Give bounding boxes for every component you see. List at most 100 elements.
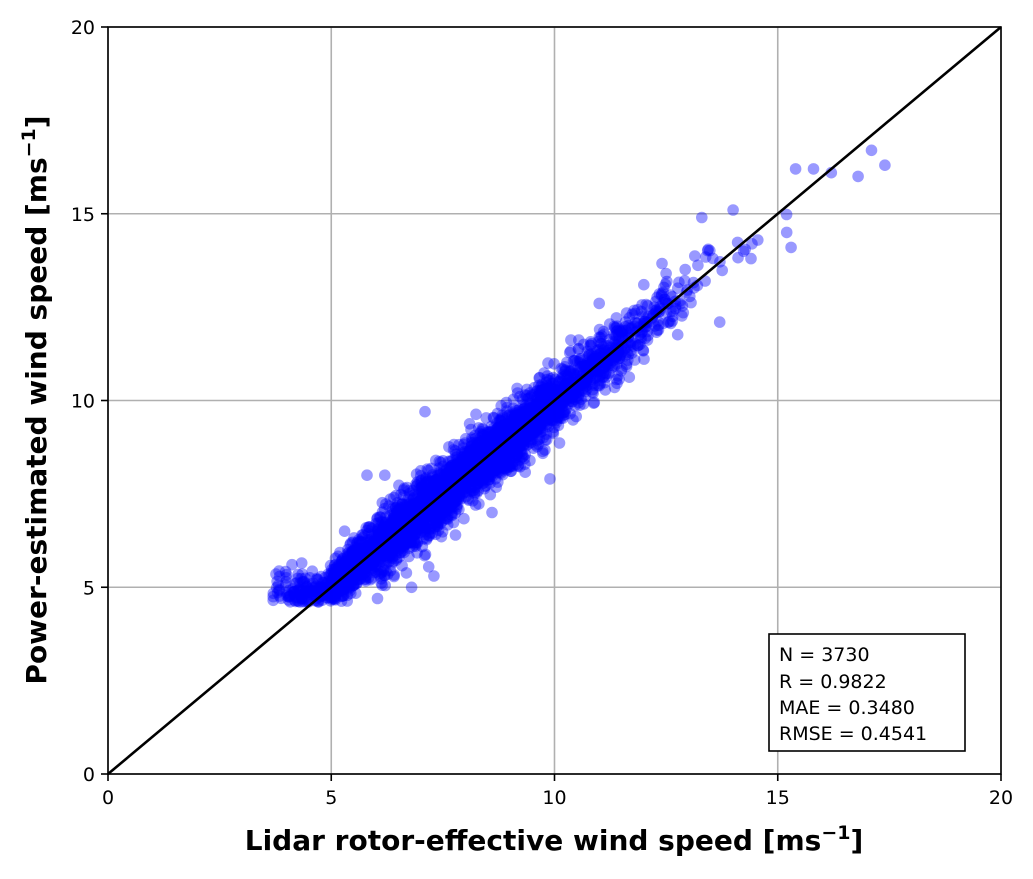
y-tick-label: 10: [71, 391, 95, 413]
data-point: [587, 397, 600, 410]
data-point: [551, 406, 564, 419]
data-point: [656, 257, 668, 270]
data-point: [422, 464, 435, 477]
data-point: [315, 570, 328, 583]
data-point: [450, 487, 463, 499]
data-point: [367, 559, 379, 571]
data-point: [451, 467, 463, 480]
data-point: [552, 376, 565, 389]
data-point: [344, 548, 356, 560]
data-point: [610, 312, 623, 324]
data-point: [599, 367, 612, 380]
data-point: [419, 405, 431, 418]
data-point: [475, 446, 487, 459]
data-point: [476, 474, 489, 487]
data-point: [488, 454, 501, 466]
data-point: [324, 559, 337, 572]
data-point: [573, 334, 585, 346]
data-point: [538, 384, 550, 396]
data-point: [362, 561, 375, 573]
x-tick-label: 5: [325, 787, 337, 809]
data-point: [345, 537, 357, 549]
data-point: [303, 585, 315, 597]
data-point: [432, 494, 445, 506]
data-point: [345, 556, 358, 569]
data-point: [352, 550, 365, 562]
data-point: [400, 504, 412, 516]
data-point: [707, 252, 719, 265]
data-point: [438, 489, 450, 502]
data-point: [296, 592, 308, 605]
data-point: [637, 310, 649, 323]
data-point: [518, 452, 531, 465]
data-point: [357, 547, 369, 559]
data-point: [637, 344, 649, 357]
data-point: [501, 405, 513, 417]
data-point: [472, 450, 484, 462]
data-point: [394, 505, 407, 518]
data-point: [611, 325, 624, 337]
data-point: [528, 428, 540, 440]
data-point: [363, 557, 376, 569]
data-point: [280, 587, 293, 599]
data-point: [447, 444, 460, 456]
data-point: [359, 542, 372, 554]
data-point: [499, 439, 511, 451]
data-point: [593, 297, 605, 310]
data-point: [406, 540, 419, 553]
data-point: [524, 403, 537, 416]
data-point: [406, 526, 419, 538]
data-point: [380, 565, 392, 577]
data-point: [469, 481, 482, 494]
data-point: [458, 438, 470, 451]
data-point: [713, 316, 726, 328]
data-point: [621, 346, 633, 359]
data-point: [513, 415, 525, 427]
data-point: [649, 320, 661, 332]
data-point: [597, 362, 610, 375]
data-point: [452, 493, 465, 505]
data-point: [361, 469, 373, 482]
data-point: [434, 480, 447, 493]
data-point: [528, 388, 540, 401]
data-point: [384, 540, 397, 552]
data-point: [662, 316, 674, 329]
data-point: [479, 437, 491, 450]
data-point: [484, 488, 497, 501]
data-point: [539, 381, 552, 393]
data-point: [442, 475, 455, 488]
data-point: [467, 449, 480, 462]
data-point: [420, 499, 432, 512]
data-point: [379, 523, 391, 535]
data-point: [436, 508, 449, 520]
data-point: [439, 475, 451, 487]
data-point: [589, 372, 602, 384]
data-point: [530, 425, 542, 438]
stats-box: N = 3730 R = 0.9822 MAE = 0.3480 RMSE = …: [768, 633, 966, 752]
data-point: [346, 556, 358, 568]
data-point: [296, 568, 309, 580]
data-point: [365, 544, 377, 557]
data-point: [445, 489, 457, 502]
data-point: [511, 436, 523, 448]
data-point: [522, 435, 534, 448]
data-point: [412, 500, 425, 513]
data-point: [480, 437, 492, 450]
data-point: [294, 577, 306, 590]
data-point: [650, 295, 662, 308]
data-point: [528, 419, 541, 432]
data-point: [272, 579, 285, 591]
data-point: [384, 540, 397, 552]
data-point: [331, 564, 344, 577]
data-point: [485, 432, 497, 445]
data-point: [510, 413, 522, 425]
data-point: [448, 467, 460, 479]
y-tick-label: 5: [83, 577, 95, 599]
data-point: [625, 344, 637, 357]
data-point: [398, 529, 411, 541]
data-point: [587, 377, 599, 390]
data-point: [431, 503, 444, 516]
data-point: [298, 576, 311, 588]
data-point: [303, 584, 316, 596]
data-point: [478, 468, 491, 481]
